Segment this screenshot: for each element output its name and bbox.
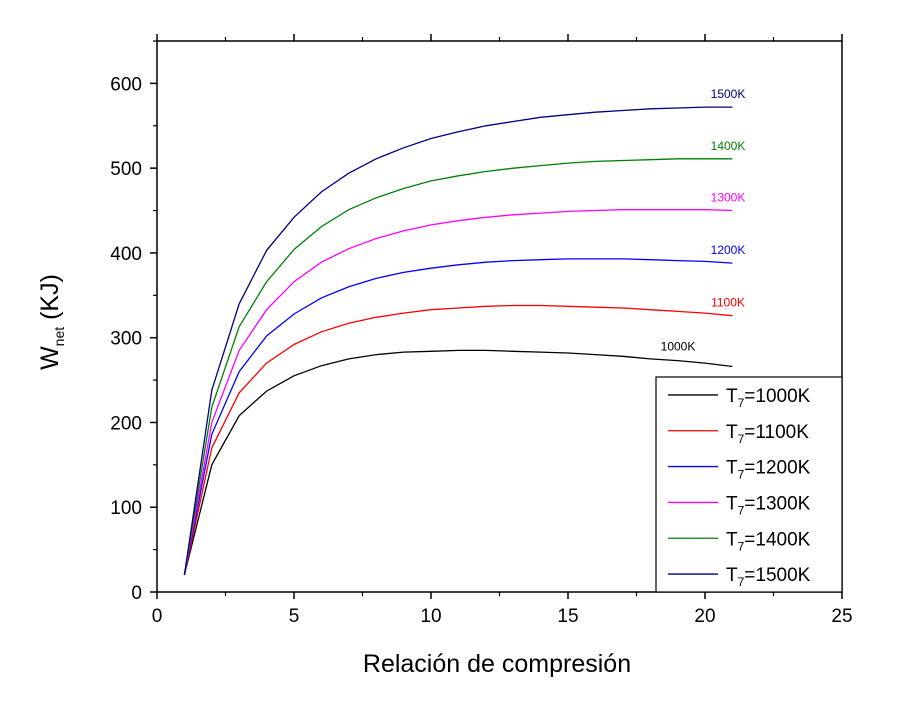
y-tick-label: 600 [110, 74, 142, 95]
series-annotation: 1300K [711, 191, 746, 205]
legend: T7=1000K T7=1100K T7=1200K T7=1300K T7=1400K… [655, 376, 843, 593]
series-line-1500K [183, 106, 733, 576]
y-axis-label-unit: (KJ) [36, 274, 64, 327]
x-tick-label: 25 [831, 606, 852, 627]
legend-box [655, 376, 843, 593]
ticks: 0 5 10 15 20 25 0 100 200 300 400 500 600 [110, 34, 853, 627]
series-annotation: 1200K [711, 243, 746, 257]
series-line-1300K [183, 209, 733, 576]
x-tick-label: 20 [694, 606, 715, 627]
y-axis-label: Wnet (KJ) [36, 274, 67, 370]
x-axis-label: Relación de compresión [363, 650, 631, 678]
series-annotation: 1000K [661, 340, 696, 354]
legend-entry: T7=1500K [726, 565, 811, 589]
x-tick-label: 5 [289, 606, 300, 627]
y-tick-label: 100 [110, 498, 142, 519]
y-tick-label: 500 [110, 159, 142, 180]
y-tick-label: 0 [131, 583, 142, 604]
y-axis-label-sub: net [51, 327, 67, 347]
x-tick-label: 15 [557, 606, 578, 627]
series-annotation: 1400K [711, 139, 746, 153]
series-lines [183, 106, 733, 576]
legend-entry: T7=1000K [726, 386, 811, 410]
series-annotations: 1000K 1100K 1200K 1300K 1400K 1500K [661, 87, 746, 353]
series-line-1400K [183, 158, 733, 576]
y-tick-label: 300 [110, 329, 142, 350]
legend-entry: T7=1200K [726, 458, 811, 482]
series-line-1100K [183, 304, 733, 576]
y-axis-label-main: W [36, 346, 64, 370]
x-tick-label: 0 [152, 606, 163, 627]
legend-entry: T7=1300K [726, 493, 811, 517]
y-tick-label: 200 [110, 413, 142, 434]
series-line-1000K [183, 349, 733, 576]
series-annotation: 1500K [711, 87, 746, 101]
legend-entry: T7=1100K [726, 422, 809, 446]
legend-entry: T7=1400K [726, 529, 811, 553]
x-tick-label: 10 [420, 606, 441, 627]
series-annotation: 1100K [711, 296, 745, 310]
y-tick-label: 400 [110, 244, 142, 265]
series-line-1200K [183, 258, 733, 576]
